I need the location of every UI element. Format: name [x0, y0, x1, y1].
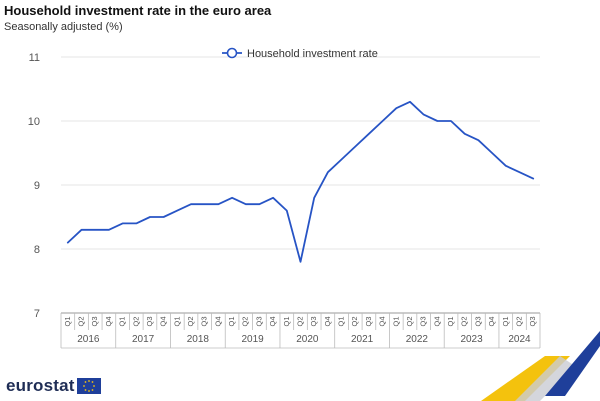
x-tick-label-quarter: Q3 — [90, 316, 99, 326]
x-tick-label-year: 2022 — [406, 334, 429, 345]
x-tick-label-quarter: Q1 — [391, 316, 400, 326]
y-tick-label: 8 — [34, 244, 40, 256]
x-tick-label-quarter: Q4 — [487, 316, 496, 326]
chart-title: Household investment rate in the euro ar… — [4, 3, 272, 18]
x-tick-label-quarter: Q3 — [528, 316, 537, 326]
x-tick-label-quarter: Q1 — [282, 316, 291, 326]
y-tick-label: 9 — [34, 180, 40, 192]
legend-marker — [226, 47, 238, 59]
x-tick-label-quarter: Q2 — [186, 316, 195, 326]
x-tick-label-quarter: Q2 — [77, 316, 86, 326]
series-line-household-investment-rate — [66, 100, 535, 263]
x-tick-label-year: 2018 — [187, 334, 210, 345]
x-tick-label-quarter: Q4 — [378, 316, 387, 326]
x-tick-label-quarter: Q2 — [460, 316, 469, 326]
legend-label: Household investment rate — [247, 48, 378, 60]
x-tick-label-quarter: Q1 — [501, 316, 510, 326]
x-tick-label-year: 2020 — [296, 334, 319, 345]
x-tick-label-quarter: Q3 — [419, 316, 428, 326]
x-tick-label-year: 2016 — [77, 334, 100, 345]
x-tick-label-quarter: Q2 — [350, 316, 359, 326]
y-tick-label: 7 — [34, 308, 40, 320]
x-tick-label-quarter: Q4 — [104, 316, 113, 326]
x-tick-label-quarter: Q4 — [268, 316, 277, 326]
x-tick-label-year: 2017 — [132, 334, 155, 345]
x-tick-label-quarter: Q1 — [446, 316, 455, 326]
x-tick-label-quarter: Q2 — [131, 316, 140, 326]
x-tick-label-quarter: Q4 — [432, 316, 441, 326]
y-tick-label: 10 — [28, 116, 40, 128]
x-tick-label-quarter: Q2 — [514, 316, 523, 326]
eurostat-wordmark: eurostat — [6, 376, 75, 395]
x-tick-label-quarter: Q4 — [323, 316, 332, 326]
chart-subtitle: Seasonally adjusted (%) — [4, 21, 123, 33]
x-tick-label-quarter: Q3 — [473, 316, 482, 326]
corner-decoration — [481, 331, 600, 401]
x-tick-label-quarter: Q3 — [200, 316, 209, 326]
eurostat-logo: eurostat — [6, 376, 101, 396]
x-tick-label-year: 2024 — [508, 334, 531, 345]
x-tick-label-quarter: Q2 — [295, 316, 304, 326]
x-tick-label-quarter: Q2 — [241, 316, 250, 326]
x-tick-label-quarter: Q4 — [213, 316, 222, 326]
eu-flag-icon — [76, 378, 101, 394]
y-tick-label: 11 — [29, 52, 40, 64]
x-tick-label-quarter: Q1 — [337, 316, 346, 326]
x-tick-label-quarter: Q1 — [63, 316, 72, 326]
x-tick-label-year: 2023 — [460, 334, 483, 345]
x-tick-label-quarter: Q1 — [172, 316, 181, 326]
x-tick-label-quarter: Q2 — [405, 316, 414, 326]
x-tick-label-quarter: Q1 — [118, 316, 127, 326]
x-tick-label-year: 2019 — [241, 334, 264, 345]
x-tick-label-quarter: Q3 — [145, 316, 154, 326]
x-tick-label-quarter: Q3 — [254, 316, 263, 326]
x-tick-label-year: 2021 — [351, 334, 374, 345]
x-tick-label-quarter: Q4 — [159, 316, 168, 326]
x-tick-label-quarter: Q3 — [309, 316, 318, 326]
x-tick-label-quarter: Q1 — [227, 316, 236, 326]
x-tick-label-quarter: Q3 — [364, 316, 373, 326]
